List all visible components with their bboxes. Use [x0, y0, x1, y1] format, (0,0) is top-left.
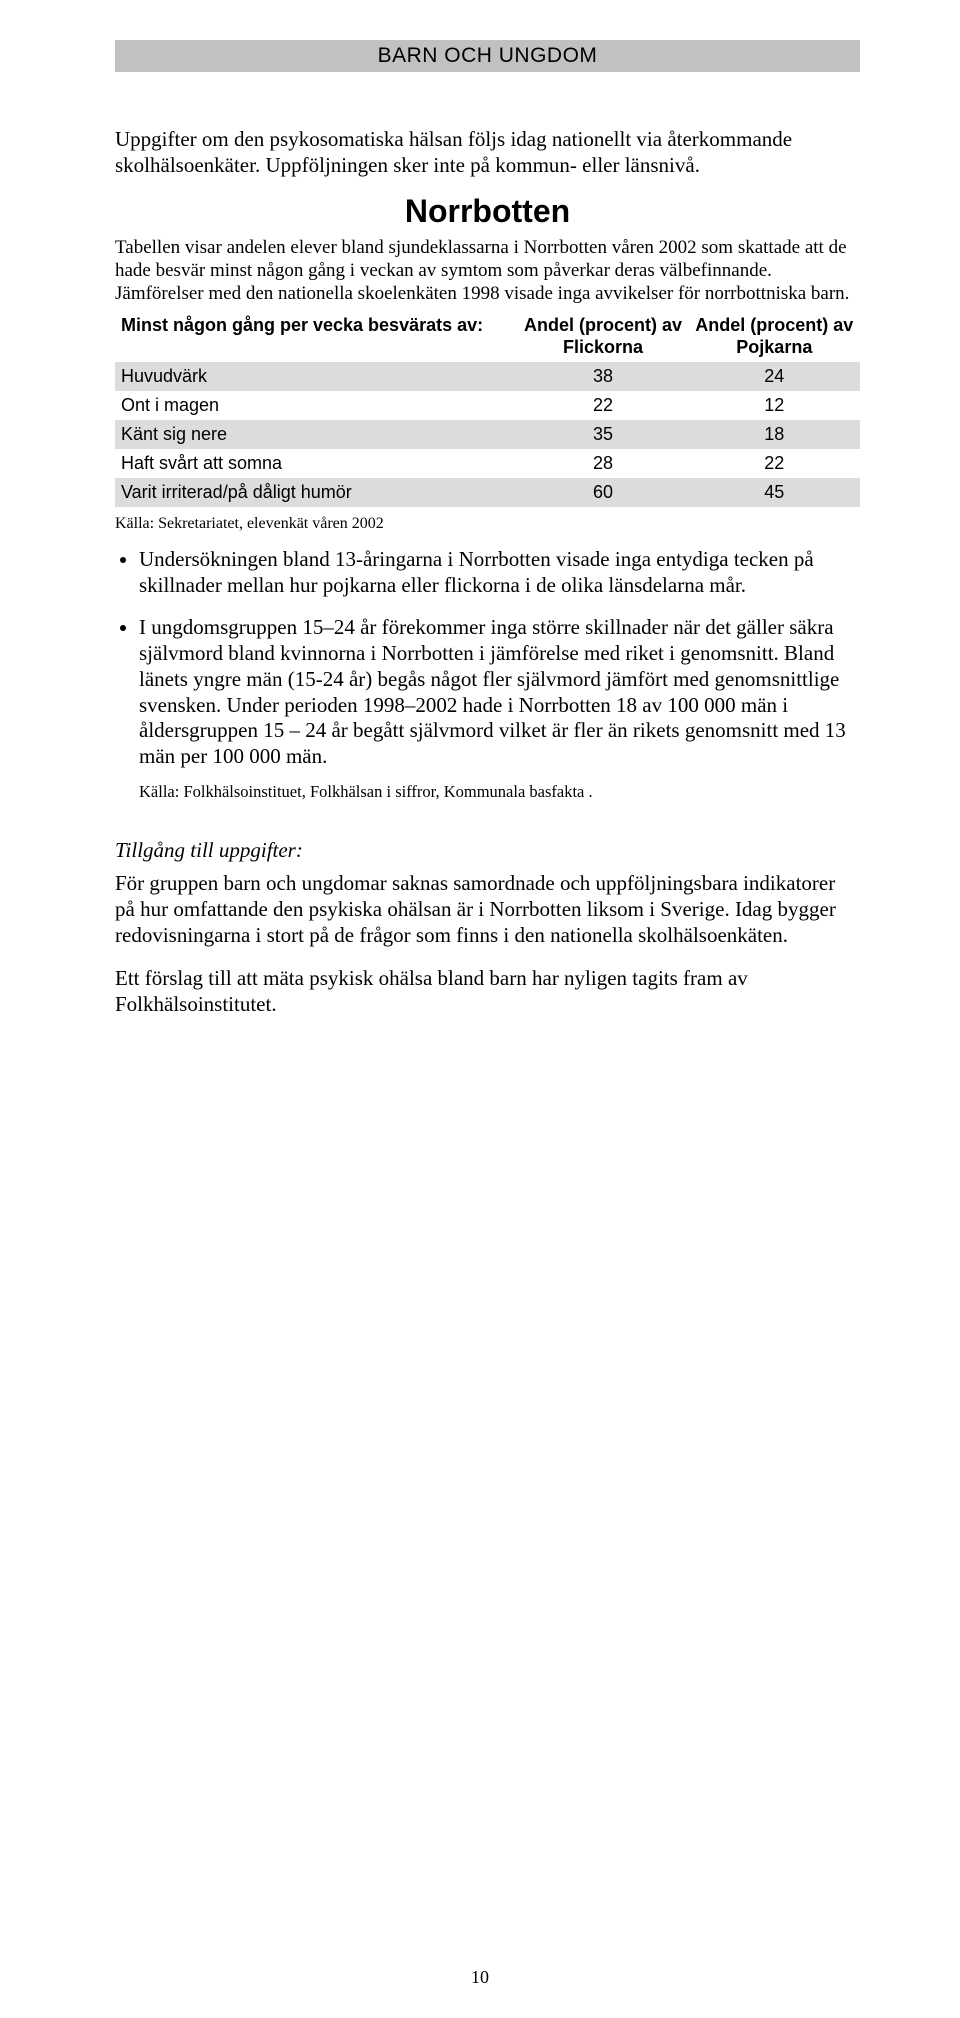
subsection-title: Tillgång till uppgifter: [115, 838, 860, 863]
table-cell-girls: 60 [517, 478, 688, 507]
table-cell-boys: 22 [689, 449, 860, 478]
intro-paragraph: Uppgifter om den psykosomatiska hälsan f… [115, 127, 860, 179]
body-paragraph: För gruppen barn och ungdomar saknas sam… [115, 871, 860, 948]
bullet-source: Källa: Folkhälsoinstituet, Folkhälsan i … [139, 782, 860, 802]
document-page: BARN OCH UNGDOM Uppgifter om den psykoso… [0, 0, 960, 2018]
table-col-0: Minst någon gång per vecka besvärats av: [115, 311, 517, 362]
bullet-list: Undersökningen bland 13-åringarna i Norr… [115, 547, 860, 770]
bullet-item: I ungdomsgruppen 15–24 år förekommer ing… [139, 615, 860, 770]
table-row: Huvudvärk3824 [115, 362, 860, 391]
table-cell-label: Haft svårt att somna [115, 449, 517, 478]
table-source: Källa: Sekretariatet, elevenkät våren 20… [115, 515, 860, 533]
table-cell-boys: 12 [689, 391, 860, 420]
table-cell-label: Ont i magen [115, 391, 517, 420]
table-row: Varit irriterad/på dåligt humör6045 [115, 478, 860, 507]
table-cell-girls: 28 [517, 449, 688, 478]
section-title: Norrbotten [115, 193, 860, 230]
table-header-row: Minst någon gång per vecka besvärats av:… [115, 311, 860, 362]
table-cell-label: Känt sig nere [115, 420, 517, 449]
table-body: Huvudvärk3824Ont i magen2212Känt sig ner… [115, 362, 860, 507]
table-cell-label: Varit irriterad/på dåligt humör [115, 478, 517, 507]
bullet-item: Undersökningen bland 13-åringarna i Norr… [139, 547, 860, 599]
table-cell-girls: 22 [517, 391, 688, 420]
body-paragraph: Ett förslag till att mäta psykisk ohälsa… [115, 966, 860, 1018]
table-cell-girls: 38 [517, 362, 688, 391]
table-col-1: Andel (procent) av Flickorna [517, 311, 688, 362]
header-banner: BARN OCH UNGDOM [115, 40, 860, 72]
table-cell-label: Huvudvärk [115, 362, 517, 391]
table-cell-boys: 45 [689, 478, 860, 507]
table-cell-boys: 18 [689, 420, 860, 449]
table-row: Haft svårt att somna2822 [115, 449, 860, 478]
table-row: Ont i magen2212 [115, 391, 860, 420]
table-col-2: Andel (procent) av Pojkarna [689, 311, 860, 362]
table-row: Känt sig nere3518 [115, 420, 860, 449]
table-caption: Tabellen visar andelen elever bland sjun… [115, 236, 860, 306]
page-number: 10 [0, 1967, 960, 1988]
data-table: Minst någon gång per vecka besvärats av:… [115, 311, 860, 507]
table-cell-boys: 24 [689, 362, 860, 391]
table-cell-girls: 35 [517, 420, 688, 449]
